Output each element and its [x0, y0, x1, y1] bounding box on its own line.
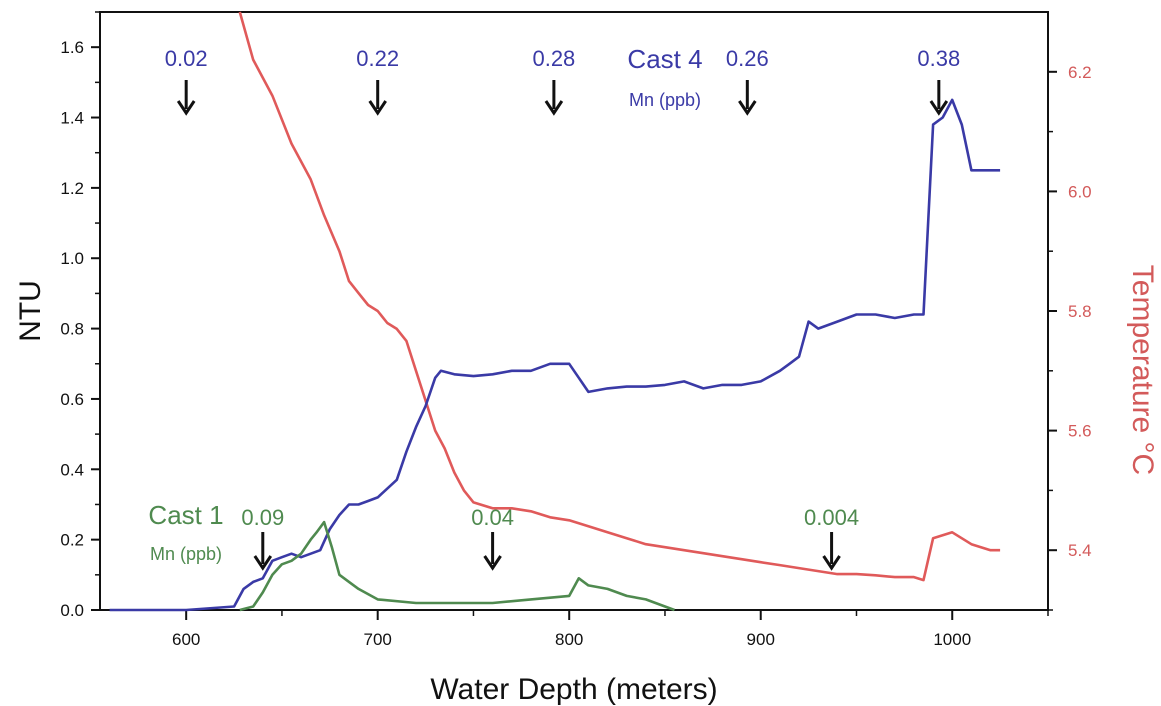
cast1-subtitle: Mn (ppb) [150, 544, 222, 564]
y-tick-label: 0.8 [60, 320, 84, 339]
y2-tick-label: 5.6 [1068, 422, 1092, 441]
y-tick-label: 1.2 [60, 179, 84, 198]
y-tick-label: 1.6 [60, 38, 84, 57]
cast4-value-label: 0.02 [165, 46, 208, 71]
cast1-title: Cast 1 [148, 500, 223, 530]
y-tick-label: 0.2 [60, 531, 84, 550]
cast4-title: Cast 4 [627, 44, 702, 74]
cast4-arrow-head [738, 100, 757, 116]
x-tick-label: 1000 [933, 630, 971, 649]
y-tick-label: 1.4 [60, 109, 84, 128]
y2-tick-label: 6.0 [1068, 182, 1092, 201]
cast4-value-label: 0.26 [726, 46, 769, 71]
cast1-arrow-head [822, 555, 841, 571]
cast1-value-label: 0.004 [804, 505, 859, 530]
cast4-subtitle: Mn (ppb) [629, 90, 701, 110]
y-tick-label: 0.6 [60, 390, 84, 409]
y2-axis-title: Temperature °C [1126, 265, 1159, 475]
y-axis-title: NTU [14, 280, 47, 342]
y-tick-label: 0.0 [60, 601, 84, 620]
x-tick-label: 700 [364, 630, 392, 649]
series-layer [109, 11, 1001, 612]
y2-tick-label: 5.4 [1068, 541, 1092, 560]
y2-tick-label: 6.2 [1068, 63, 1092, 82]
cast1-series-line [239, 520, 675, 612]
cast1-arrow-head [253, 555, 273, 571]
cast4-arrow-head [929, 100, 949, 116]
cast4-arrow-head [368, 100, 387, 116]
x-tick-label: 800 [555, 630, 583, 649]
y2-tick-label: 5.8 [1068, 302, 1092, 321]
cast4-value-label: 0.38 [917, 46, 960, 71]
y-tick-label: 1.0 [60, 249, 84, 268]
cast4-series-line [109, 98, 1001, 612]
temperature-series-line [238, 11, 1001, 582]
cast4-value-label: 0.22 [356, 46, 399, 71]
x-tick-label: 900 [747, 630, 775, 649]
x-tick-label: 600 [172, 630, 200, 649]
annotation-layer: 0.02 0.22 0.28 0.26 0.38 0.09 0.04 0.004 [165, 46, 960, 571]
x-axis-title: Water Depth (meters) [430, 673, 717, 706]
cast4-arrow-head [176, 100, 196, 116]
y-tick-label: 0.4 [60, 460, 84, 479]
ticks-layer: 600 700 800 900 1000 0.0 0.2 0.4 0.6 0.8 1.0 1.2 1.4… [60, 11, 1092, 649]
cast4-value-label: 0.28 [532, 46, 575, 71]
cast1-value-label: 0.04 [471, 505, 514, 530]
cast4-arrow-head [544, 100, 564, 116]
cast1-arrow-head [483, 555, 502, 571]
cast1-value-label: 0.09 [241, 505, 284, 530]
